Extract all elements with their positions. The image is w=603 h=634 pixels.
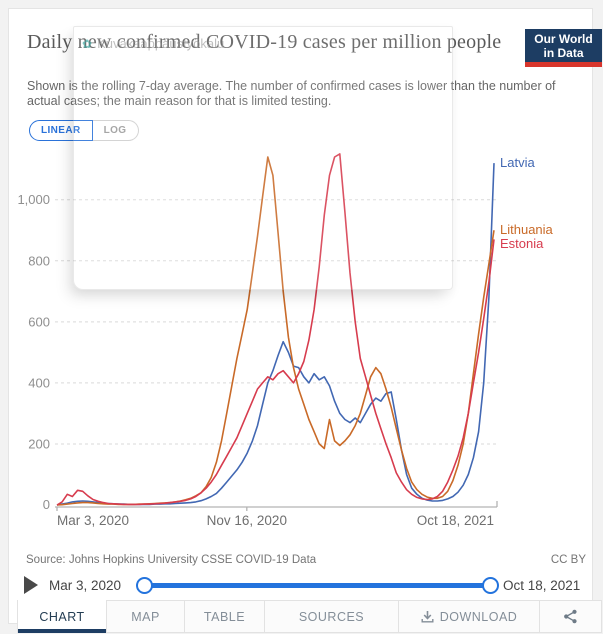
owid-chart-card: Daily new confirmed COVID-19 cases per m… <box>8 8 602 633</box>
tab-table[interactable]: TABLE <box>185 600 265 633</box>
timeline-start-label: Mar 3, 2020 <box>49 578 122 593</box>
tab-bar: CHART MAP TABLE SOURCES DOWNLOAD <box>17 600 602 633</box>
license-link[interactable]: CC BY <box>550 554 586 566</box>
timeline-row: Mar 3, 2020 Oct 18, 2021 <box>9 573 603 599</box>
slider-start-handle[interactable] <box>136 577 153 594</box>
screenshot-tool-icon: ✿ <box>82 36 93 51</box>
tab-chart[interactable]: CHART <box>17 600 107 633</box>
share-icon <box>564 609 577 624</box>
timeline-end-label: Oct 18, 2021 <box>503 578 581 593</box>
slider-end-handle[interactable] <box>482 577 499 594</box>
source-row: Source: Johns Hopkins University CSSE CO… <box>26 554 586 566</box>
download-icon <box>421 611 434 623</box>
source-link[interactable]: Source: Johns Hopkins University CSSE CO… <box>26 554 317 566</box>
play-button[interactable] <box>24 576 38 594</box>
logo-line1: Our World <box>534 32 593 46</box>
log-scale-button[interactable]: LOG <box>92 120 139 141</box>
owid-logo[interactable]: Our World in Data <box>525 29 602 67</box>
tab-map[interactable]: MAP <box>107 600 185 633</box>
tab-download[interactable]: DOWNLOAD <box>399 600 540 633</box>
screenshot-tool-popup: ✿ Kuvakaappaustyökalu <box>73 26 453 290</box>
linear-scale-button[interactable]: LINEAR <box>29 120 93 141</box>
logo-line2: in Data <box>543 46 584 60</box>
tab-sources[interactable]: SOURCES <box>265 600 399 633</box>
tab-share[interactable] <box>540 600 602 633</box>
chart-title: Daily new confirmed COVID-19 cases per m… <box>27 31 502 53</box>
chart-subtitle: Shown is the rolling 7-day average. The … <box>27 79 556 108</box>
slider-track[interactable] <box>142 583 493 588</box>
timeline-slider[interactable] <box>136 573 499 599</box>
logo-red-bar <box>525 62 602 67</box>
scale-toggle: LINEAR LOG <box>29 120 139 141</box>
watermark-label: Kuvakaappaustyökalu <box>97 36 225 51</box>
watermark: ✿ Kuvakaappaustyökalu <box>82 36 224 51</box>
